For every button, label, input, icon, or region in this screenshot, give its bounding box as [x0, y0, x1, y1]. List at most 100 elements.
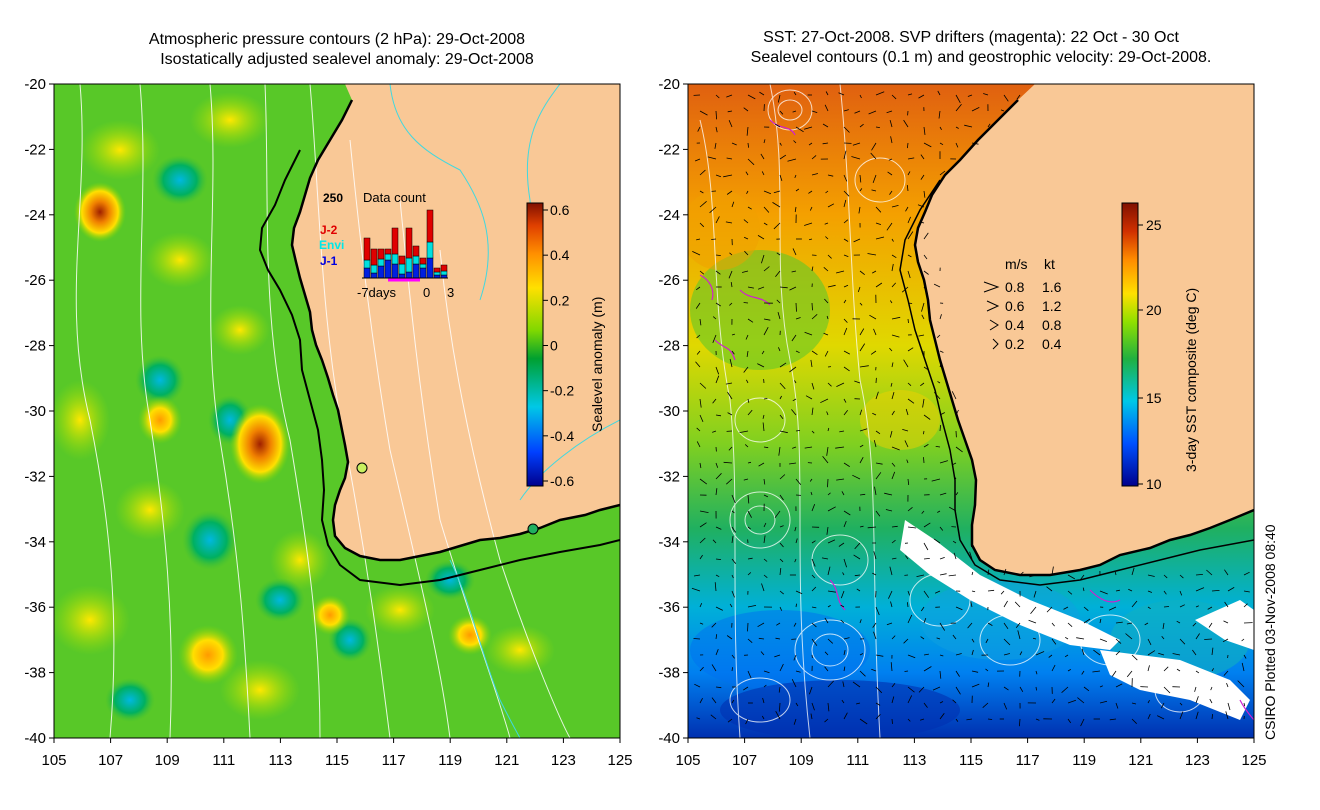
velocity-arrow: [699, 554, 703, 560]
velocity-arrow: [715, 558, 722, 560]
velocity-arrow: [918, 94, 925, 99]
velocity-arrow: [939, 460, 949, 464]
velocity-arrow: [757, 286, 765, 290]
velocity-arrow: [1067, 669, 1071, 672]
velocity-arrow: [1003, 686, 1009, 691]
velocity-arrow: [985, 668, 989, 672]
velocity-arrow: [729, 252, 733, 256]
inset-bar: [405, 257, 413, 273]
velocity-arrow: [763, 446, 769, 449]
velocity-arrow: [852, 142, 861, 146]
velocity-arrow: [904, 670, 909, 672]
inset-bar: [426, 209, 434, 243]
x-tick-label-left: 109: [155, 752, 180, 769]
inset-legend-envi: Envi: [319, 238, 344, 252]
inset-bar: [370, 248, 378, 266]
velocity-arrow: [727, 718, 733, 723]
velocity-arrow: [731, 494, 736, 504]
right-title: SST: 27-Oct-2008. SVP drifters (magenta)…: [688, 28, 1254, 68]
sla-colorbar-tick-label: 0.2: [550, 292, 570, 308]
velocity-arrow: [1195, 670, 1200, 674]
velocity-arrow: [763, 522, 767, 528]
inset-bar: [377, 248, 385, 260]
velocity-arrow: [1237, 680, 1245, 688]
velocity-arrow: [939, 492, 947, 496]
velocity-arrow: [779, 286, 788, 289]
velocity-arrow: [747, 206, 752, 210]
y-tick-label-left: -34: [24, 534, 46, 551]
velocity-arrow: [1115, 650, 1121, 656]
velocity-arrow: [774, 123, 781, 128]
velocity-arrow: [836, 382, 845, 387]
velocity-arrow: [822, 455, 829, 464]
velocity-arrow: [873, 631, 877, 640]
velocity-arrow: [935, 446, 941, 448]
velocity-arrow: [763, 318, 771, 321]
velocity-legend-ms: 0.8: [1005, 279, 1025, 295]
y-tick-label-right: -28: [658, 338, 680, 355]
velocity-arrow: [745, 334, 749, 340]
velocity-arrow: [795, 603, 797, 608]
velocity-arrow: [852, 474, 861, 480]
velocity-arrow: [843, 318, 848, 323]
velocity-arrow: [1194, 686, 1197, 692]
velocity-arrow: [747, 318, 754, 323]
velocity-arrow: [854, 574, 861, 577]
velocity-arrow: [1227, 587, 1235, 592]
velocity-arrow: [891, 718, 893, 724]
velocity-arrow: [715, 574, 720, 578]
velocity-arrow: [709, 206, 717, 214]
velocity-arrow: [955, 686, 961, 695]
right-coastline: [913, 99, 1254, 577]
velocity-arrow: [955, 94, 961, 103]
inset-bar: [412, 263, 420, 279]
velocity-arrow: [923, 254, 928, 260]
velocity-arrow: [827, 174, 834, 177]
velocity-arrow: [772, 202, 781, 208]
velocity-arrow: [715, 94, 720, 99]
velocity-arrow: [715, 414, 722, 417]
velocity-arrow: [1115, 621, 1123, 624]
velocity-arrow: [903, 119, 909, 128]
velocity-arrow: [763, 558, 768, 562]
velocity-arrow: [1206, 569, 1213, 576]
velocity-arrow: [1028, 619, 1037, 624]
velocity-arrow: [854, 380, 861, 384]
velocity-arrow: [873, 551, 877, 560]
velocity-arrow: [1019, 718, 1021, 727]
velocity-arrow: [884, 492, 893, 496]
velocity-arrow: [699, 318, 702, 326]
x-tick-label-right: 117: [1016, 752, 1040, 769]
velocity-arrow: [907, 231, 914, 240]
velocity-arrow: [805, 395, 813, 400]
velocity-arrow: [870, 350, 877, 355]
y-tick-label-left: -20: [24, 76, 46, 93]
velocity-arrow: [808, 238, 813, 241]
velocity-arrow: [823, 266, 829, 272]
velocity-arrow: [715, 216, 720, 224]
velocity-arrow: [1099, 685, 1103, 688]
velocity-arrow: [715, 462, 719, 468]
velocity-arrow: [1179, 702, 1183, 706]
velocity-arrow: [891, 316, 901, 320]
velocity-arrow: [1179, 604, 1185, 608]
velocity-arrow: [699, 478, 708, 485]
velocity-arrow: [1014, 601, 1021, 608]
velocity-arrow: [859, 174, 862, 183]
velocity-arrow: [885, 509, 893, 512]
velocity-arrow: [773, 222, 781, 230]
velocity-arrow: [789, 286, 797, 291]
velocity-arrow: [923, 444, 929, 448]
inset-bar: [412, 245, 420, 257]
inset-legend-j1: J-1: [320, 254, 338, 268]
velocity-arrow: [891, 254, 897, 259]
velocity-arrow: [922, 398, 925, 408]
y-tick-label-left: -28: [24, 338, 46, 355]
velocity-arrow: [939, 670, 942, 679]
velocity-arrow: [1144, 622, 1149, 626]
velocity-arrow: [715, 126, 718, 133]
velocity-arrow: [1035, 651, 1045, 656]
velocity-arrow: [1077, 697, 1085, 704]
sst-colorbar: 25 20 15 10 3-day SST composite (deg C): [1121, 202, 1199, 492]
velocity-arrow: [891, 263, 894, 272]
